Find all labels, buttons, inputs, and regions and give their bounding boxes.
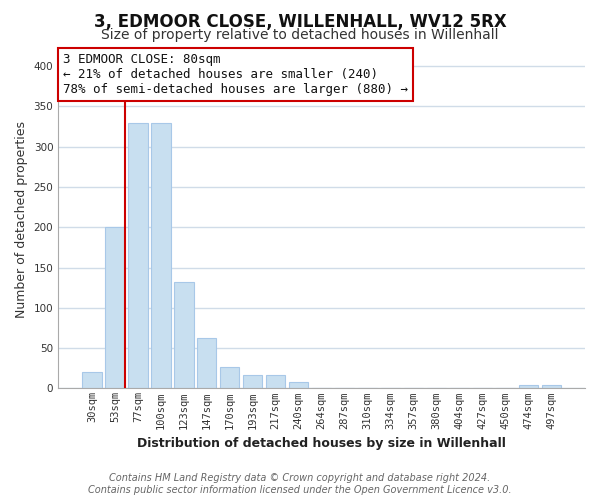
X-axis label: Distribution of detached houses by size in Willenhall: Distribution of detached houses by size … — [137, 437, 506, 450]
Text: 3, EDMOOR CLOSE, WILLENHALL, WV12 5RX: 3, EDMOOR CLOSE, WILLENHALL, WV12 5RX — [94, 12, 506, 30]
Text: Size of property relative to detached houses in Willenhall: Size of property relative to detached ho… — [101, 28, 499, 42]
Text: Contains HM Land Registry data © Crown copyright and database right 2024.
Contai: Contains HM Land Registry data © Crown c… — [88, 474, 512, 495]
Bar — [82, 372, 101, 388]
Bar — [220, 366, 239, 388]
Bar — [197, 338, 217, 388]
Bar — [128, 122, 148, 388]
Bar — [289, 382, 308, 388]
Bar — [266, 376, 286, 388]
Y-axis label: Number of detached properties: Number of detached properties — [15, 120, 28, 318]
Text: 3 EDMOOR CLOSE: 80sqm
← 21% of detached houses are smaller (240)
78% of semi-det: 3 EDMOOR CLOSE: 80sqm ← 21% of detached … — [64, 54, 409, 96]
Bar — [105, 228, 125, 388]
Bar — [542, 385, 561, 388]
Bar — [243, 374, 262, 388]
Bar — [174, 282, 194, 389]
Bar — [151, 122, 170, 388]
Bar — [518, 385, 538, 388]
